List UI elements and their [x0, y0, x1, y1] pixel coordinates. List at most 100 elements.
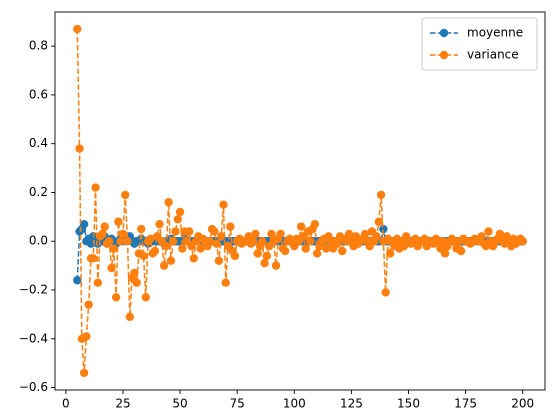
data-point [116, 237, 125, 246]
data-point [164, 198, 173, 207]
data-point [374, 217, 384, 226]
x-tick-label: 75 [230, 397, 245, 411]
data-point [155, 219, 164, 229]
legend-label: variance [467, 48, 519, 62]
y-tick-label: 0.0 [29, 234, 48, 248]
y-tick-label: 0.4 [29, 136, 48, 150]
data-point [178, 244, 187, 253]
data-point [107, 263, 116, 273]
data-point [84, 300, 93, 309]
data-point [159, 261, 169, 270]
x-tick-label: 150 [397, 397, 420, 411]
legend-box [421, 17, 538, 71]
data-point [477, 232, 486, 241]
legend-marker [439, 50, 449, 60]
x-tick-label: 175 [454, 397, 477, 411]
data-point [169, 237, 178, 246]
data-point [162, 241, 171, 251]
data-point [111, 293, 121, 302]
data-point [296, 222, 306, 231]
data-point [73, 24, 82, 34]
data-point [130, 268, 139, 278]
data-point [251, 229, 260, 239]
data-point [118, 229, 128, 239]
data-point [123, 237, 132, 246]
data-point [73, 276, 82, 285]
data-point [258, 237, 267, 246]
data-point [150, 246, 160, 256]
plot-frame [54, 11, 546, 391]
data-point [306, 237, 315, 246]
data-point [82, 332, 91, 341]
data-point [205, 237, 214, 246]
data-point [91, 183, 100, 192]
data-point [381, 288, 390, 297]
data-point [89, 254, 98, 263]
x-tick-label: 0 [62, 397, 70, 411]
y-tick-label: −0.4 [19, 331, 48, 345]
data-point [171, 227, 180, 236]
data-point [495, 229, 505, 239]
data-point [109, 244, 119, 253]
data-point [260, 258, 269, 268]
data-point [230, 251, 240, 261]
data-point [121, 190, 130, 200]
data-point [100, 222, 109, 231]
data-point [322, 244, 331, 253]
series-line [76, 29, 524, 373]
y-tick-label: −0.6 [19, 380, 48, 394]
data-point [141, 293, 151, 302]
data-point [301, 244, 310, 253]
data-point [98, 229, 107, 239]
data-point [214, 256, 224, 265]
data-point [216, 232, 226, 241]
data-point [105, 237, 114, 246]
data-point [372, 232, 381, 241]
legend-marker [439, 28, 449, 38]
data-point [484, 227, 493, 236]
data-point [310, 219, 320, 229]
x-tick-label: 200 [511, 397, 534, 411]
y-tick-label: 0.8 [29, 39, 48, 53]
data-point [210, 227, 219, 236]
data-point [344, 229, 354, 239]
data-point [173, 215, 182, 224]
data-point [386, 249, 395, 258]
data-point [212, 239, 221, 248]
x-tick-label: 100 [283, 397, 306, 411]
data-point [518, 237, 527, 246]
data-point [93, 278, 103, 287]
legend: moyenne variance [421, 17, 538, 71]
data-point [248, 237, 258, 246]
data-point [79, 368, 89, 378]
legend-label: moyenne [467, 26, 523, 40]
data-point [114, 217, 123, 226]
data-point [137, 224, 146, 234]
data-point [139, 251, 148, 261]
data-point [267, 229, 276, 239]
data-point [276, 229, 285, 239]
data-point [132, 278, 141, 287]
y-tick-label: −0.2 [19, 283, 48, 297]
data-point [185, 227, 194, 236]
data-point [456, 246, 466, 256]
data-point [333, 239, 342, 248]
data-point [360, 229, 370, 239]
data-point [226, 222, 235, 231]
data-point [253, 249, 262, 258]
data-point [221, 278, 230, 287]
y-tick-label: 0.6 [29, 87, 48, 101]
data-point [146, 234, 155, 243]
data-point [440, 249, 450, 258]
data-point [189, 254, 198, 263]
data-point [312, 249, 322, 258]
x-tick-label: 125 [340, 397, 363, 411]
y-tick-label: 0.2 [29, 185, 48, 199]
data-point [338, 246, 347, 256]
data-point [280, 246, 290, 256]
data-point [379, 224, 388, 234]
data-point [196, 244, 205, 253]
data-point [75, 144, 84, 153]
data-point [219, 200, 228, 209]
